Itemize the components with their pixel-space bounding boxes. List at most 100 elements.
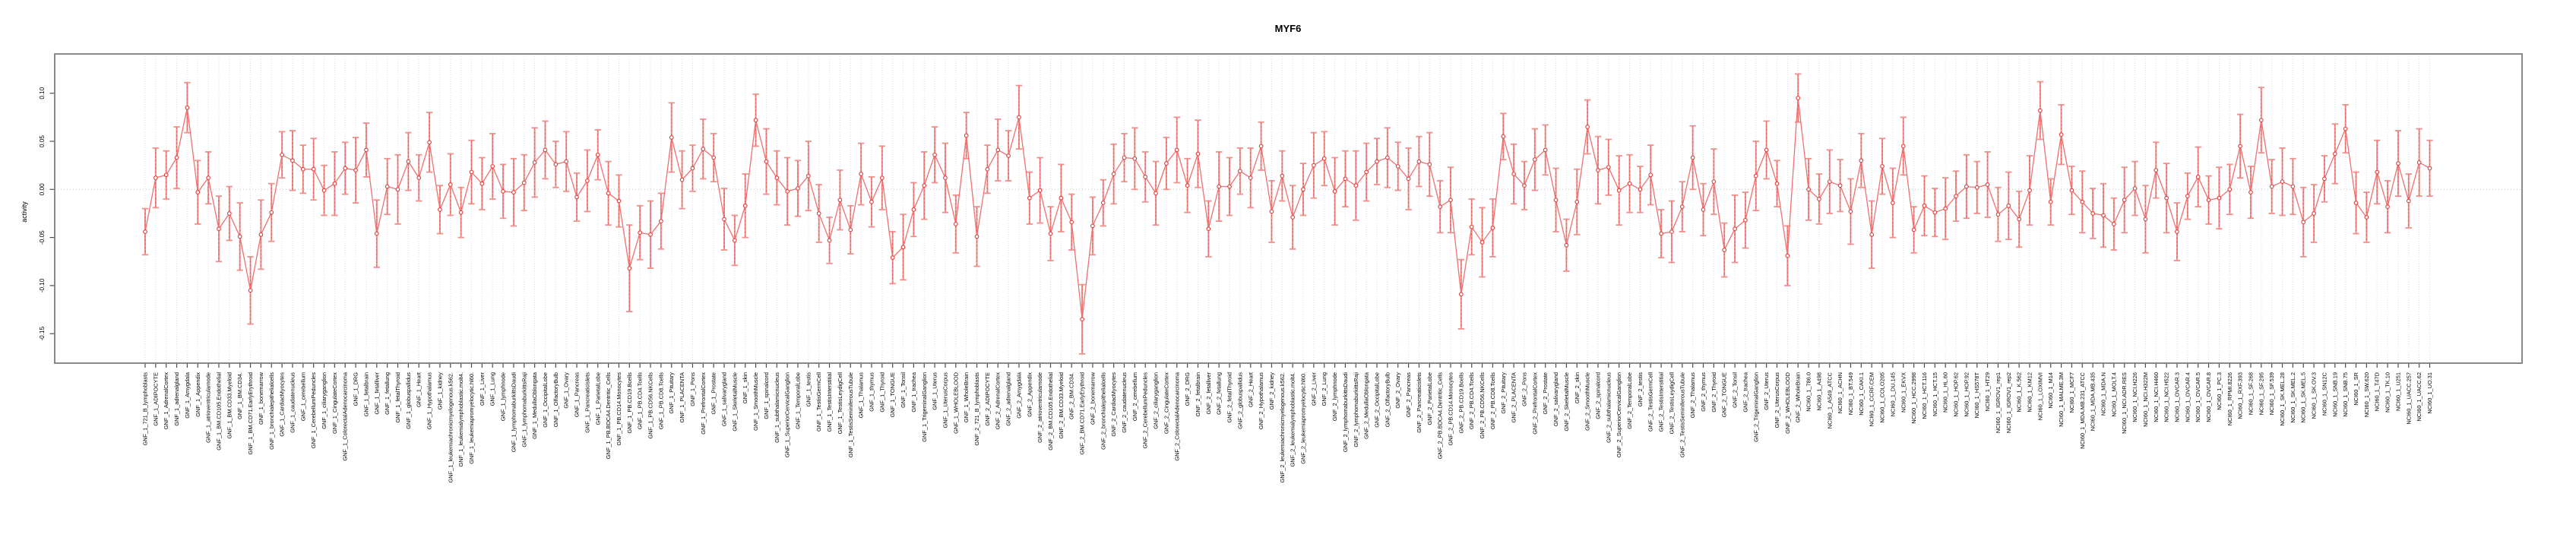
x-tick-label: GNF_1_MedullaOblongata	[531, 372, 538, 439]
data-point	[806, 173, 811, 179]
chart-title: MYF6	[1274, 23, 1302, 34]
x-tick-label: GNF_1_fetallung	[384, 372, 391, 415]
data-point	[174, 155, 179, 160]
data-point	[1290, 215, 1296, 220]
data-point	[2343, 126, 2348, 131]
x-tick-label: GNF_2_Uterus	[1763, 372, 1770, 410]
x-tick-label: GNF_1_721_B_lymphoblasts	[142, 372, 149, 446]
data-point	[1785, 253, 1790, 258]
data-point	[206, 175, 210, 180]
data-point	[332, 181, 337, 186]
data-point	[1111, 172, 1116, 176]
data-point	[321, 188, 327, 193]
x-tick-label: GNF_1_SkeletalMuscle	[731, 372, 738, 432]
x-tick-label: GNF_2_OlfactoryBulb	[1384, 372, 1391, 427]
data-point	[964, 133, 969, 138]
x-tick-label: NCI60_1_UACC.257	[2405, 372, 2412, 425]
x-tick-label: NCI60_1_U251	[2394, 372, 2401, 411]
data-point	[595, 152, 600, 157]
x-tick-label: GNF_2_cerebellum	[1131, 372, 1138, 421]
x-tick-label: GNF_1_leukemiapromyelocytic.hl60.	[468, 372, 475, 464]
x-tick-label: GNF_1_Thalamus	[858, 372, 865, 419]
data-point	[416, 175, 422, 180]
x-tick-label: GNF_1_Heart	[416, 372, 422, 407]
x-tick-label: NCI60_1_UO.31	[2426, 372, 2433, 414]
data-point	[490, 164, 495, 169]
data-point	[1301, 187, 1305, 192]
x-tick-label: GNF_2_CerebellumPeduncles	[1142, 372, 1149, 449]
x-tick-label: NCI60_1_NCI.H226	[2131, 372, 2138, 422]
data-point	[2175, 229, 2179, 234]
x-tick-label: NCI60_1_SN12C	[2321, 372, 2328, 416]
y-tick-label: 0.05	[39, 135, 46, 147]
x-tick-label: GNF_2_ADIPOCYTE	[984, 372, 991, 426]
data-point	[974, 234, 979, 239]
x-tick-label: GNF_1_Hypothalamus	[426, 372, 433, 429]
x-tick-label: GNF_2_fetalliver	[1205, 372, 1212, 414]
x-tick-label: NCI60_1_RPMI.8226	[2226, 372, 2233, 425]
x-tick-label: GNF_1_ColorectalAdenocarcinoma	[342, 372, 349, 461]
data-point	[1511, 172, 1516, 176]
x-tick-label: GNF_1_TestisInterstitial	[826, 372, 833, 432]
x-tick-label: GNF_2_PB.CD19.Bcells	[1457, 372, 1464, 434]
data-point	[469, 169, 474, 175]
data-point	[995, 147, 1001, 153]
data-point	[585, 179, 590, 183]
x-tick-label: GNF_2_ciliaryganglion	[1153, 372, 1160, 429]
data-point	[2312, 211, 2316, 216]
data-point	[2375, 169, 2380, 175]
data-point	[627, 266, 632, 270]
x-tick-label: GNF_1_TONGUE	[889, 372, 896, 417]
x-tick-label: GNF_1_testis	[805, 372, 812, 406]
x-tick-label: GNF_1_Lung	[489, 372, 496, 406]
data-point	[1911, 227, 1916, 232]
x-tick-label: NCI60_1_SNB.75	[2342, 372, 2349, 417]
data-point	[638, 230, 643, 236]
data-point	[722, 217, 726, 222]
data-point	[1027, 195, 1032, 201]
x-tick-label: GNF_2_CardiacMyocytes	[1110, 372, 1117, 437]
data-point	[701, 147, 706, 151]
x-tick-label: NCI60_1_HS578T	[1973, 372, 1980, 419]
data-point	[458, 210, 464, 215]
data-point	[2206, 198, 2211, 203]
x-tick-label: GNF_2_fetalbrain	[1195, 372, 1201, 416]
x-tick-label: GNF_1_PB.CD8.Tcells	[657, 372, 664, 429]
data-point	[1321, 156, 1327, 161]
x-tick-label: GNF_2_ParietalLobe	[1426, 372, 1433, 425]
data-point	[1974, 185, 1979, 190]
data-point	[2006, 203, 2011, 208]
x-tick-label: NCI60_1_SK.MEL.28	[2279, 372, 2286, 426]
x-tick-label: GNF_2_TestisLeydigCell	[1668, 372, 1675, 435]
x-tick-label: GNF_1_TemporalLobe	[794, 372, 801, 429]
data-point	[1711, 179, 1717, 185]
data-point	[226, 211, 232, 216]
x-tick-label: GNF_2_PB.CD4.Tcells	[1468, 372, 1475, 429]
x-tick-label: NCI60_1_MCF7	[2068, 372, 2075, 413]
data-point	[1048, 231, 1053, 236]
x-tick-label: GNF_1_lymphomaburkittsRaji	[521, 372, 527, 447]
data-point	[1900, 144, 1906, 149]
x-tick-label: GNF_2_TemporalLobe	[1626, 372, 1633, 429]
x-tick-label: NCI60_1_MOLT.4	[2110, 372, 2117, 417]
x-tick-label: NCI60_1_T47D	[2374, 372, 2381, 411]
x-tick-label: NCI60_1_NCI.H322M	[2142, 372, 2149, 427]
data-point	[1227, 184, 1232, 189]
x-tick-label: NCI60_1_SF.295	[2258, 372, 2264, 415]
x-tick-label: GNF_2_spinalcord	[1594, 372, 1601, 419]
x-tick-label: GNF_1_fetalThyroid	[394, 372, 401, 423]
data-point	[2185, 194, 2190, 199]
data-point	[1132, 156, 1138, 161]
data-point	[848, 227, 853, 232]
data-point	[1596, 168, 1600, 172]
data-point	[900, 245, 906, 250]
x-tick-label: GNF_2_skin	[1574, 372, 1581, 403]
x-tick-label: GNF_1_SuperiorCervicalGanglion	[784, 372, 791, 457]
data-point	[1375, 159, 1379, 164]
data-point	[1659, 231, 1663, 236]
x-tick-label: GNF_1_ADIPOCYTE	[152, 372, 159, 426]
data-point	[827, 238, 832, 243]
x-tick-label: GNF_2_OccipitalLobe	[1374, 372, 1381, 428]
data-point	[1743, 217, 1748, 223]
